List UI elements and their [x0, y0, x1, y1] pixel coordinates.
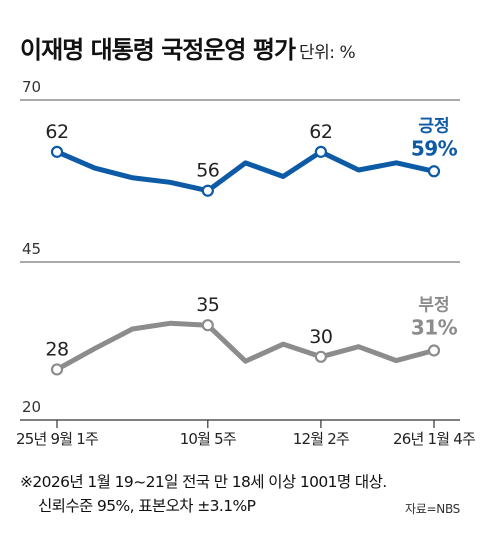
data-label: 28 — [45, 338, 68, 360]
data-point-marker — [50, 145, 64, 158]
data-label: 30 — [309, 326, 332, 348]
y-tick-label: 20 — [22, 398, 41, 416]
footnote-line-1: ※2026년 1월 19~21일 전국 만 18세 이상 1001명 대상. — [20, 473, 387, 491]
x-tick-label: 26년 1월 4주 — [393, 430, 475, 448]
unit-label: 단위: % — [299, 43, 356, 63]
footnote-line-2: 신뢰수준 95%, 표본오차 ±3.1%P — [38, 497, 256, 515]
series-end-value: 59% — [411, 136, 458, 160]
axes: 70 45 20 25년 9월 1주 10월 5주 12월 2주 26년 1월 4주 — [16, 78, 476, 448]
title-text: 이재명 대통령 국정운영 평가 — [20, 36, 296, 64]
data-point-marker — [314, 350, 327, 363]
chart-title: 이재명 대통령 국정운영 평가 단위: % — [20, 30, 356, 65]
data-label: 35 — [196, 294, 219, 316]
data-label: 62 — [309, 121, 332, 143]
x-tick-label: 12월 2주 — [293, 430, 349, 448]
data-point-marker — [427, 344, 441, 357]
data-point-marker — [50, 363, 64, 376]
source-label: 자료=NBS — [405, 502, 460, 516]
series-name-label: 부정 — [418, 295, 449, 315]
x-tick-label: 10월 5주 — [180, 430, 236, 448]
data-point-marker — [314, 145, 327, 158]
series-name-label: 긍정 — [418, 116, 449, 136]
data-label: 56 — [196, 160, 219, 182]
series-end-value: 31% — [411, 315, 458, 339]
y-tick-label: 70 — [22, 78, 41, 96]
series-line-negative — [54, 320, 437, 372]
y-tick-label: 45 — [22, 240, 41, 258]
series-line-positive — [54, 149, 437, 194]
data-label: 62 — [45, 121, 68, 143]
data-point-marker — [201, 184, 214, 197]
data-point-marker — [427, 165, 441, 178]
x-tick-label: 25년 9월 1주 — [16, 430, 98, 448]
data-point-marker — [201, 319, 214, 332]
